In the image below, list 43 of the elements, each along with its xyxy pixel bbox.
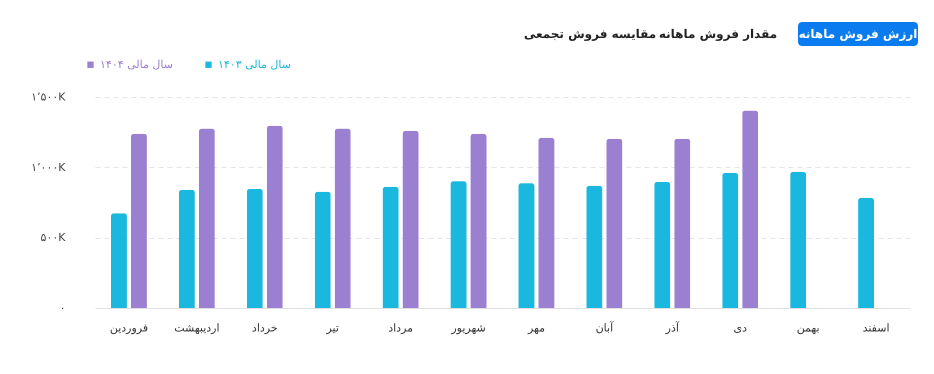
y-tick-label: ۰ [60,302,66,314]
bar [654,182,670,308]
bar [858,198,874,308]
bar [334,128,351,308]
x-tick-label: اسفند [862,322,890,334]
legend-label: سال مالی ۱۴۰۳ [218,58,291,71]
bar [246,188,263,308]
x-tick-label: اردیبهشت [174,322,220,334]
text: مقایسه فروش تجمعی [524,27,656,41]
bar [266,126,283,308]
y-tick-label: ۱٬۵۰۰K [31,90,66,104]
bar [382,186,399,308]
bar [450,181,467,308]
x-tick-label: بهمن [796,322,820,334]
y-tick-label: ۵۰۰K [40,231,66,244]
bar [606,138,622,308]
text: ارزش فروش ماهانه [798,27,918,41]
bar [790,172,806,308]
legend-label: سال مالی ۱۴۰۴ [100,58,173,71]
bar [674,138,690,308]
bar [130,134,147,308]
bar [518,183,534,308]
x-tick-label: خرداد [252,322,278,334]
bar [402,130,419,308]
x-tick-label: آبان [596,320,614,334]
bar [586,186,602,308]
bar [538,138,554,308]
bar [314,192,331,308]
x-tick-label: مهر [526,322,546,334]
bar [470,134,487,308]
bar [742,110,758,308]
x-tick-label: آذر [664,320,680,334]
bar [178,190,195,308]
x-tick-label: دی [733,322,748,334]
x-tick-label: تیر [325,322,339,334]
x-tick-label: مرداد [388,322,414,334]
bar [198,128,215,308]
y-tick-label: ۱٬۰۰۰K [31,160,66,174]
x-tick-label: شهریور [450,322,486,334]
bar [722,172,738,308]
text: مقدار فروش ماهانه [658,27,778,41]
bar [110,213,127,308]
x-tick-label: فروردین [110,322,148,334]
